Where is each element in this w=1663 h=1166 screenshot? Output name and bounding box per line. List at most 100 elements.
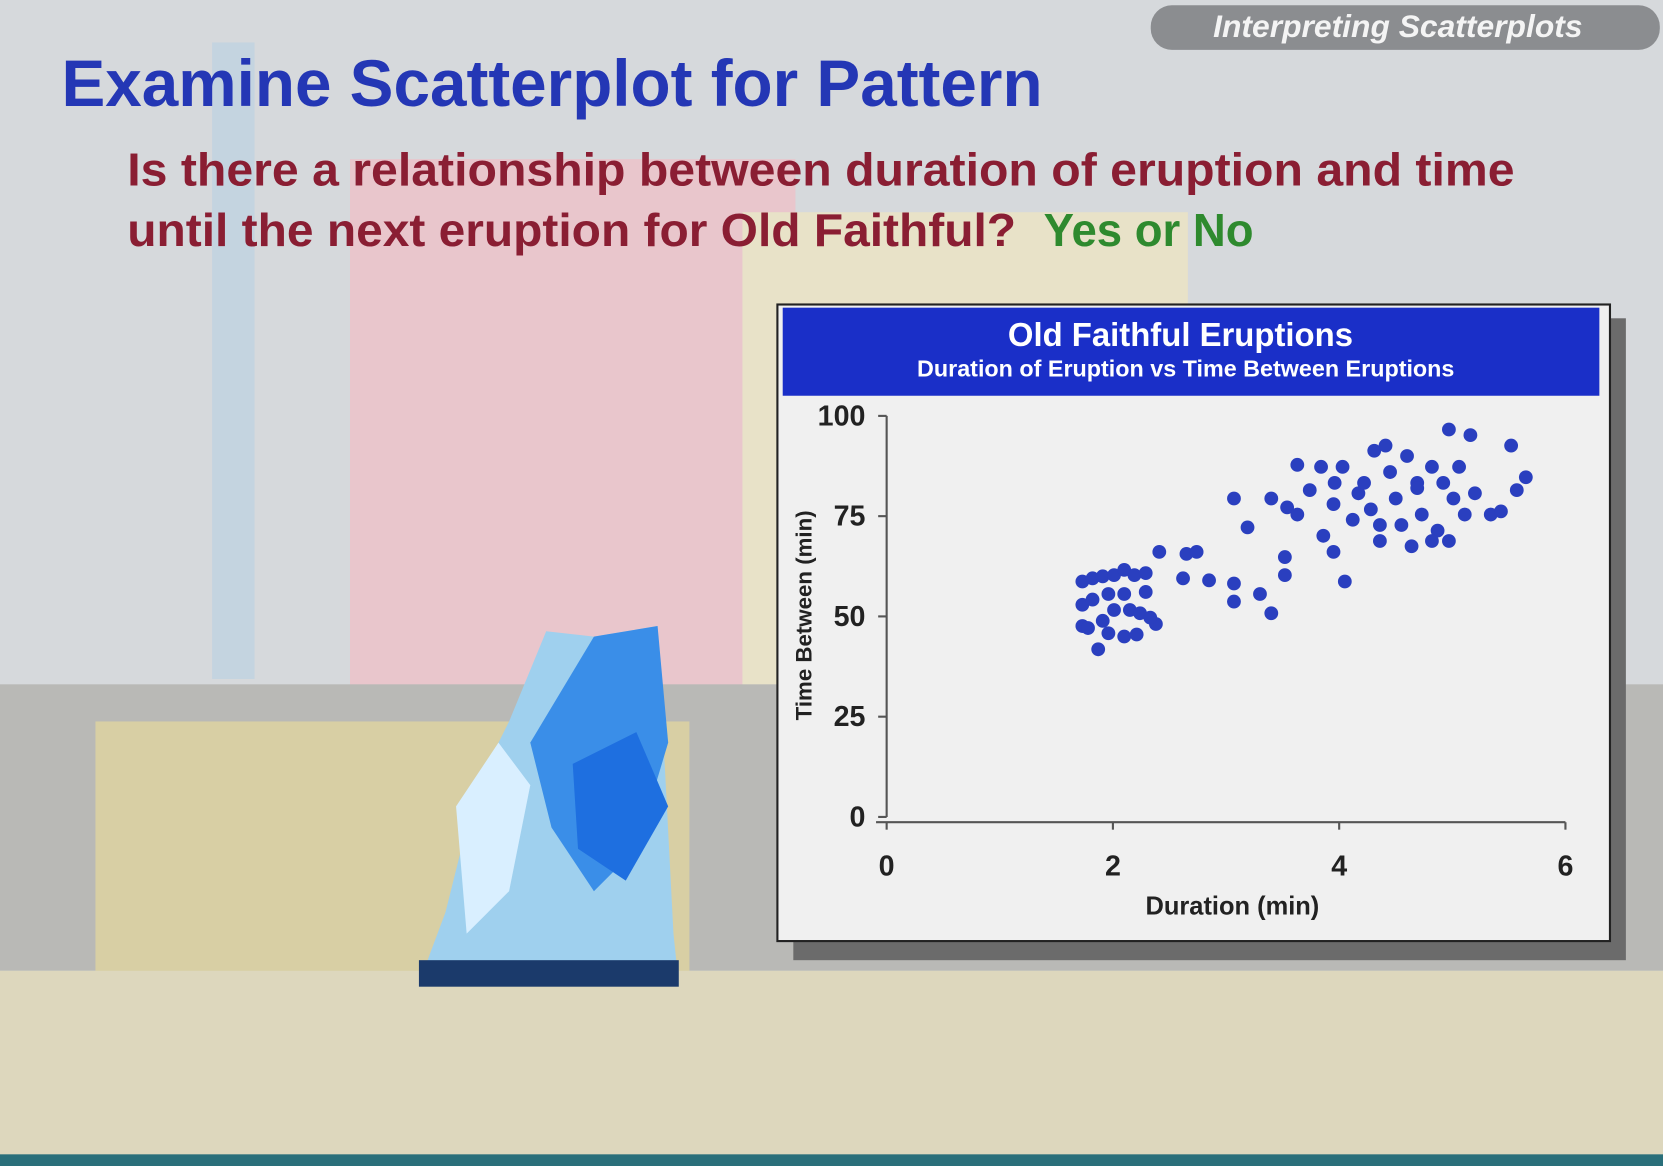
point — [1509, 483, 1524, 497]
point — [1302, 483, 1317, 497]
title: Examine Scatterplot for Pattern — [62, 46, 1043, 120]
point — [1337, 574, 1352, 589]
point — [1326, 497, 1341, 512]
point — [1107, 603, 1121, 617]
point — [1117, 563, 1132, 577]
chart-panel — [776, 303, 1612, 943]
point — [1383, 465, 1397, 479]
point — [1290, 457, 1305, 472]
point — [1189, 544, 1204, 559]
point — [1107, 568, 1121, 583]
point — [1463, 428, 1478, 443]
point — [1277, 550, 1292, 564]
point — [1227, 576, 1241, 591]
point — [1442, 534, 1456, 548]
point — [1367, 443, 1382, 458]
point — [1152, 544, 1167, 559]
point — [1138, 585, 1153, 599]
y-tick-label: 75 — [834, 501, 866, 533]
point — [1227, 594, 1241, 609]
x-axis-label: Duration (min) — [1146, 893, 1320, 921]
point — [1280, 500, 1295, 515]
point — [1357, 475, 1371, 490]
point — [1351, 486, 1366, 501]
y-axis-label: Time Between (min) — [791, 510, 816, 720]
point — [1446, 491, 1461, 506]
chart-title: Old Faithful Eruptions — [1008, 316, 1353, 353]
x-tick-label: 0 — [879, 850, 895, 882]
point — [1388, 491, 1403, 506]
point — [1316, 528, 1331, 543]
question: Is there a relationship between duration… — [127, 144, 1514, 196]
y-tick-label: 100 — [818, 400, 866, 432]
point — [1264, 606, 1279, 621]
point — [1436, 475, 1451, 490]
x-tick-label: 4 — [1331, 850, 1347, 882]
point — [1494, 504, 1508, 519]
point — [1085, 592, 1100, 607]
point — [1326, 544, 1341, 559]
point — [1452, 459, 1466, 474]
y-tick-label: 0 — [850, 801, 866, 833]
point — [1143, 610, 1158, 625]
point — [1101, 626, 1116, 641]
bottom-bar — [0, 1154, 1663, 1166]
tag: Interpreting Scatterplots — [1213, 8, 1582, 44]
point — [1468, 486, 1482, 501]
x-tick-label: 6 — [1557, 850, 1573, 882]
point — [1253, 587, 1267, 601]
point — [1240, 520, 1255, 535]
point — [1095, 569, 1110, 584]
point — [1442, 422, 1456, 437]
tag-pill — [1150, 5, 1660, 50]
point — [1138, 566, 1153, 581]
point — [1327, 475, 1342, 490]
point — [1264, 491, 1279, 506]
point — [1373, 518, 1387, 532]
point — [1127, 568, 1142, 583]
point — [1457, 507, 1472, 522]
y-tick-label: 25 — [834, 701, 866, 733]
point — [1202, 573, 1216, 588]
point — [1081, 621, 1095, 635]
point — [1394, 518, 1409, 532]
point — [1095, 613, 1110, 628]
point — [1410, 481, 1425, 495]
x-tick-label: 2 — [1105, 850, 1121, 882]
point — [1430, 523, 1445, 538]
point — [1400, 449, 1414, 463]
chart-subtitle: Duration of Eruption vs Time Between Eru… — [917, 356, 1454, 382]
point — [1277, 568, 1292, 583]
point — [1518, 470, 1533, 485]
point — [1101, 587, 1116, 601]
geyser-picture — [418, 625, 679, 987]
point — [1335, 459, 1350, 474]
point — [1129, 627, 1144, 642]
bg-shape — [349, 159, 796, 690]
point — [1425, 459, 1439, 474]
point — [1227, 491, 1241, 506]
point — [1117, 587, 1132, 601]
point — [1425, 534, 1439, 548]
point — [1373, 534, 1387, 548]
y-tick-label: 50 — [834, 601, 866, 633]
point — [1176, 571, 1190, 586]
point — [1075, 597, 1090, 612]
question: until the next eruption for Old Faithful… — [127, 204, 1016, 256]
chart-header — [782, 307, 1600, 396]
answer: Yes or No — [1044, 204, 1254, 256]
point — [1290, 507, 1305, 522]
point — [1363, 502, 1378, 517]
point — [1404, 539, 1419, 554]
point — [1117, 629, 1132, 644]
bg-shape — [212, 42, 255, 680]
bg-shape — [0, 970, 1663, 1157]
point — [1091, 642, 1106, 657]
point — [1314, 459, 1328, 474]
question-line: until the next eruption for Old Faithful… — [127, 204, 1253, 256]
point — [1378, 438, 1393, 453]
point — [1414, 507, 1429, 522]
point — [1345, 512, 1360, 527]
